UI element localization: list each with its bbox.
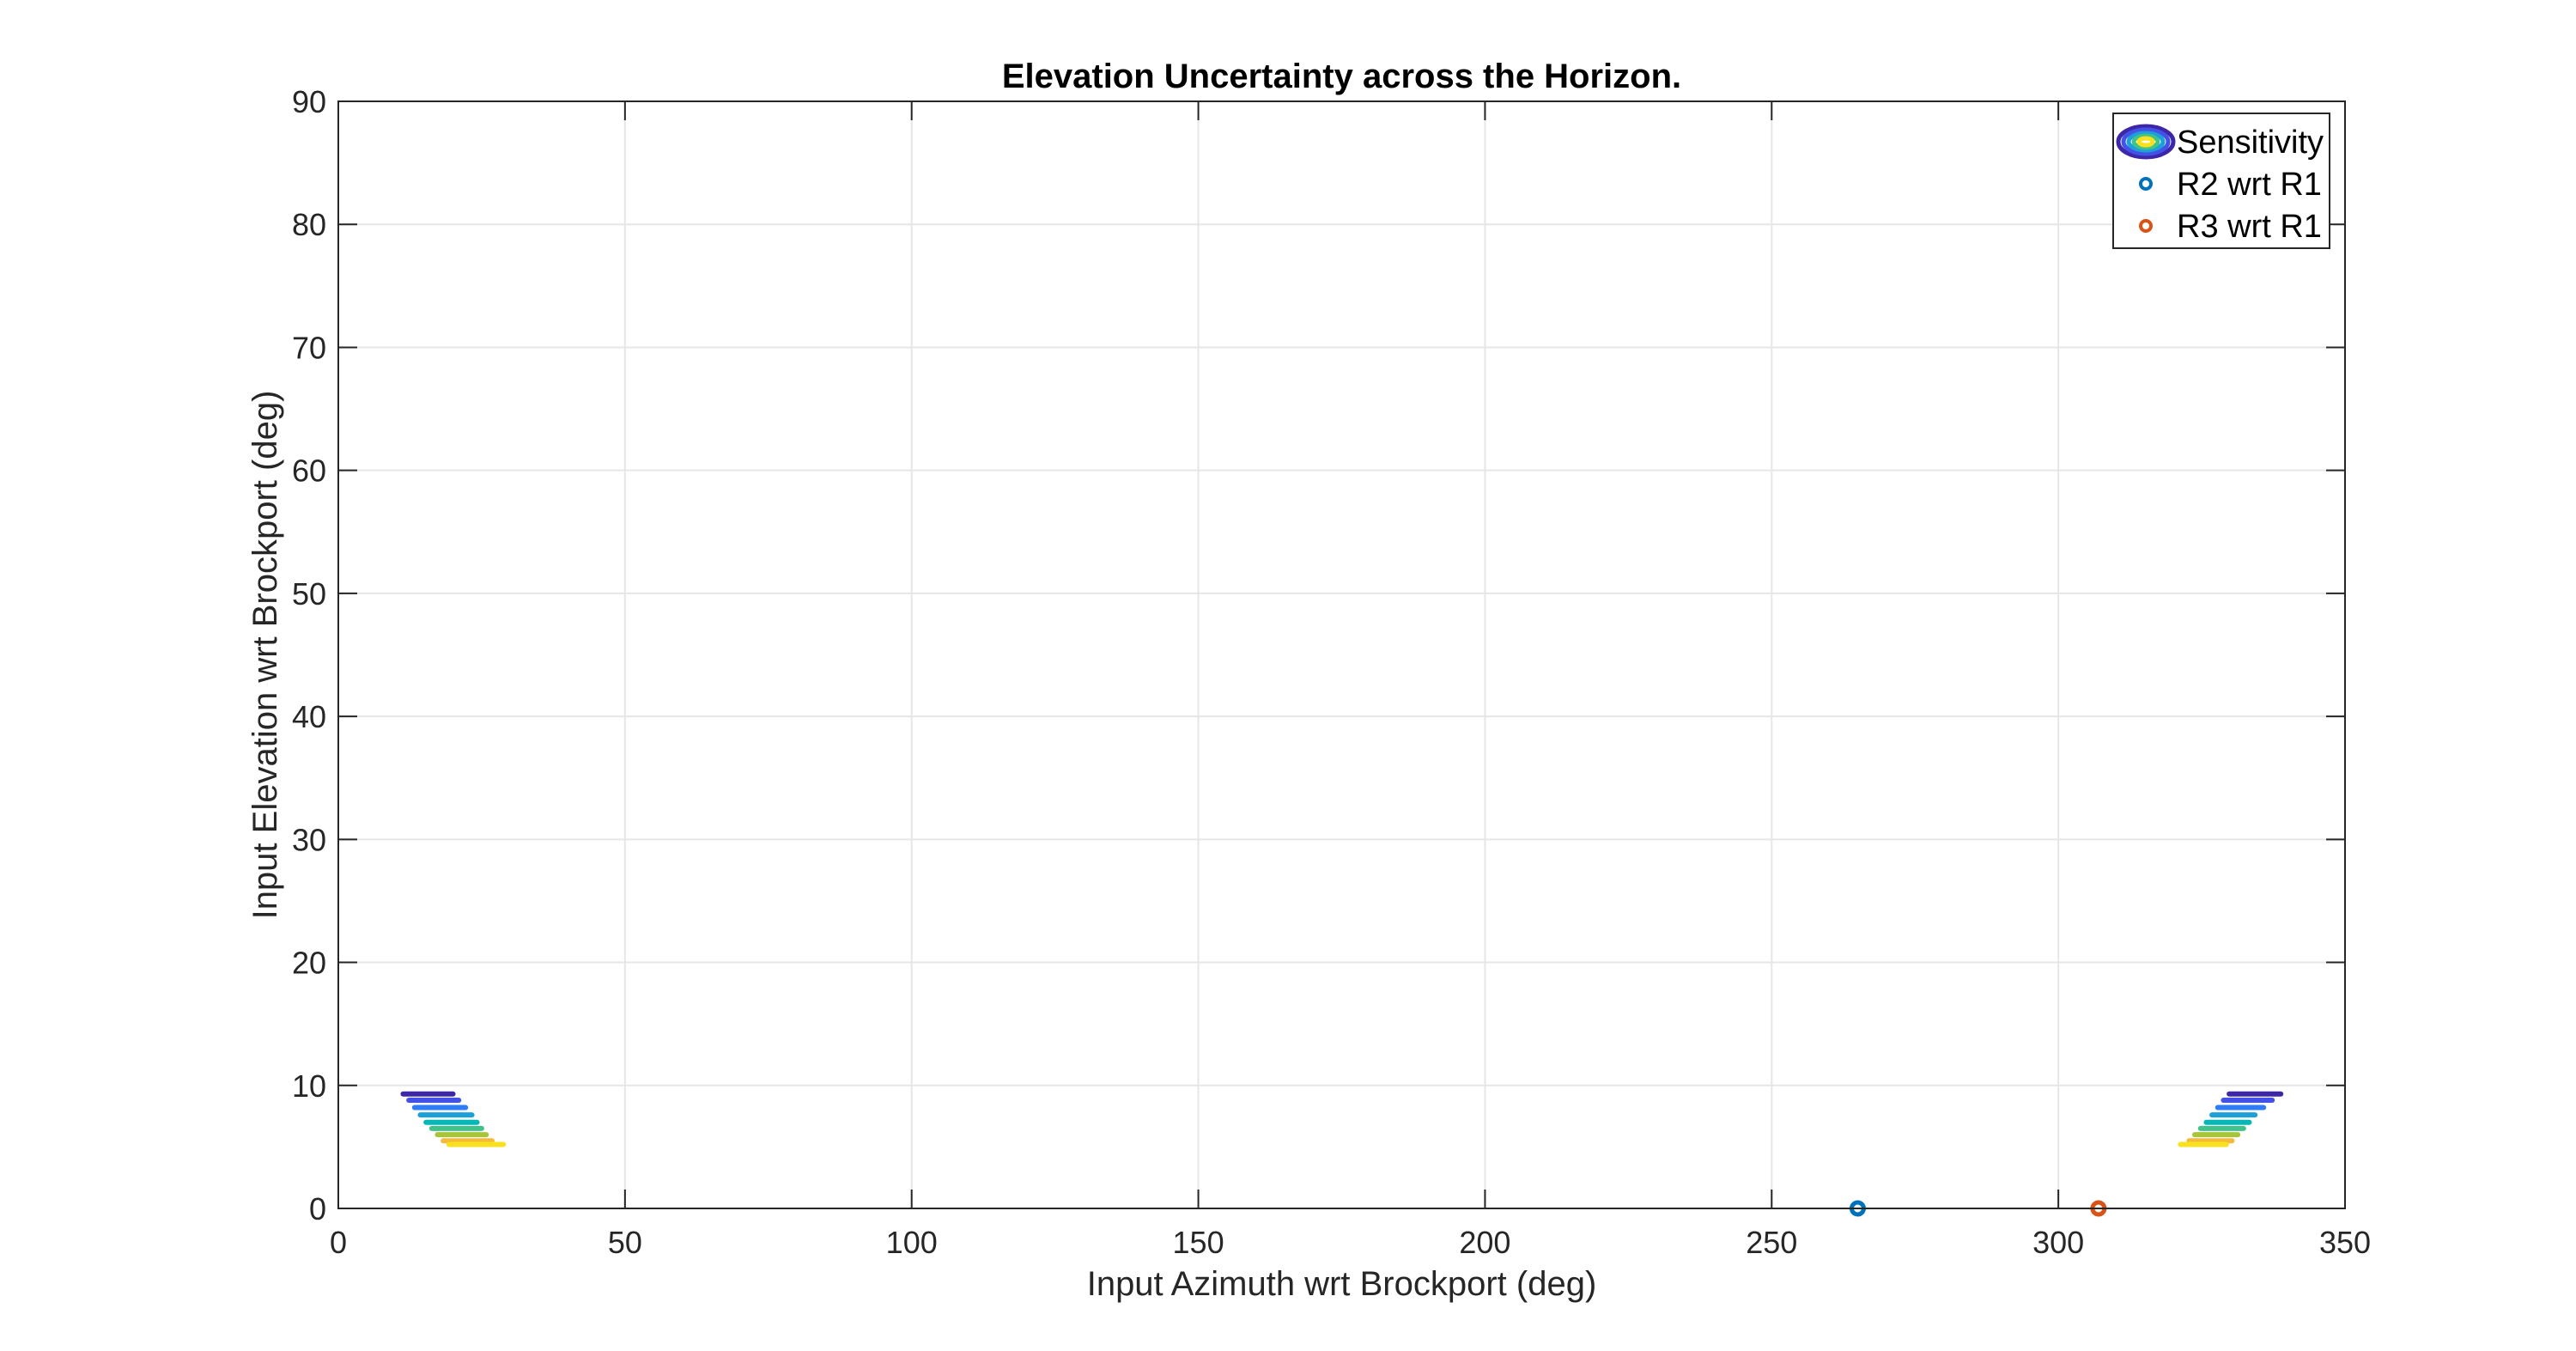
x-tick-label: 200 bbox=[1459, 1225, 1510, 1260]
legend-contour-ring bbox=[2131, 133, 2160, 150]
y-tick-label: 10 bbox=[292, 1068, 326, 1104]
y-tick-label: 50 bbox=[292, 576, 326, 612]
x-tick-label: 250 bbox=[1746, 1225, 1797, 1260]
y-tick-label: 70 bbox=[292, 330, 326, 365]
x-tick-label: 100 bbox=[886, 1225, 938, 1260]
y-axis-label: Input Elevation wrt Brockport (deg) bbox=[246, 391, 284, 920]
y-tick-label: 80 bbox=[292, 207, 326, 242]
legend-contour-icon bbox=[2116, 124, 2176, 160]
y-tick-label: 20 bbox=[292, 946, 326, 981]
y-tick-label: 60 bbox=[292, 453, 326, 489]
chart-title: Elevation Uncertainty across the Horizon… bbox=[1002, 58, 1681, 95]
legend-marker-r2 bbox=[2139, 177, 2153, 191]
y-tick-label: 0 bbox=[309, 1191, 326, 1226]
legend-entry-r2-wrt-r1: R2 wrt R1 bbox=[2177, 167, 2322, 203]
y-tick-label: 30 bbox=[292, 822, 326, 857]
legend: Sensitivity R2 wrt R1 R3 wrt R1 bbox=[2112, 113, 2330, 249]
y-tick-label: 40 bbox=[292, 699, 326, 734]
legend-entry-sensitivity: Sensitivity bbox=[2177, 125, 2324, 161]
y-tick-label: 90 bbox=[292, 84, 326, 119]
legend-contour-ring bbox=[2116, 124, 2176, 160]
x-tick-label: 150 bbox=[1173, 1225, 1224, 1260]
x-tick-label: 350 bbox=[2319, 1225, 2371, 1260]
x-tick-label: 300 bbox=[2032, 1225, 2084, 1260]
plot-box bbox=[337, 100, 2346, 1209]
sensitivity-contours bbox=[400, 1091, 2284, 1147]
axis-ticks: 0 50 100 150 200 250 300 350 0 10 20 30 40 50 60 70 80 90 bbox=[292, 84, 2371, 1260]
x-tick-label: 50 bbox=[608, 1225, 642, 1260]
plot-area bbox=[338, 101, 2345, 1208]
legend-marker-r3 bbox=[2139, 219, 2153, 233]
x-axis-label: Input Azimuth wrt Brockport (deg) bbox=[1087, 1265, 1597, 1303]
legend-entry-r3-wrt-r1: R3 wrt R1 bbox=[2177, 209, 2322, 245]
legend-contour-ring bbox=[2121, 127, 2171, 156]
x-tick-label: 0 bbox=[330, 1225, 347, 1260]
legend-contour-ring bbox=[2126, 131, 2166, 153]
legend-contour-ring bbox=[2136, 136, 2155, 148]
